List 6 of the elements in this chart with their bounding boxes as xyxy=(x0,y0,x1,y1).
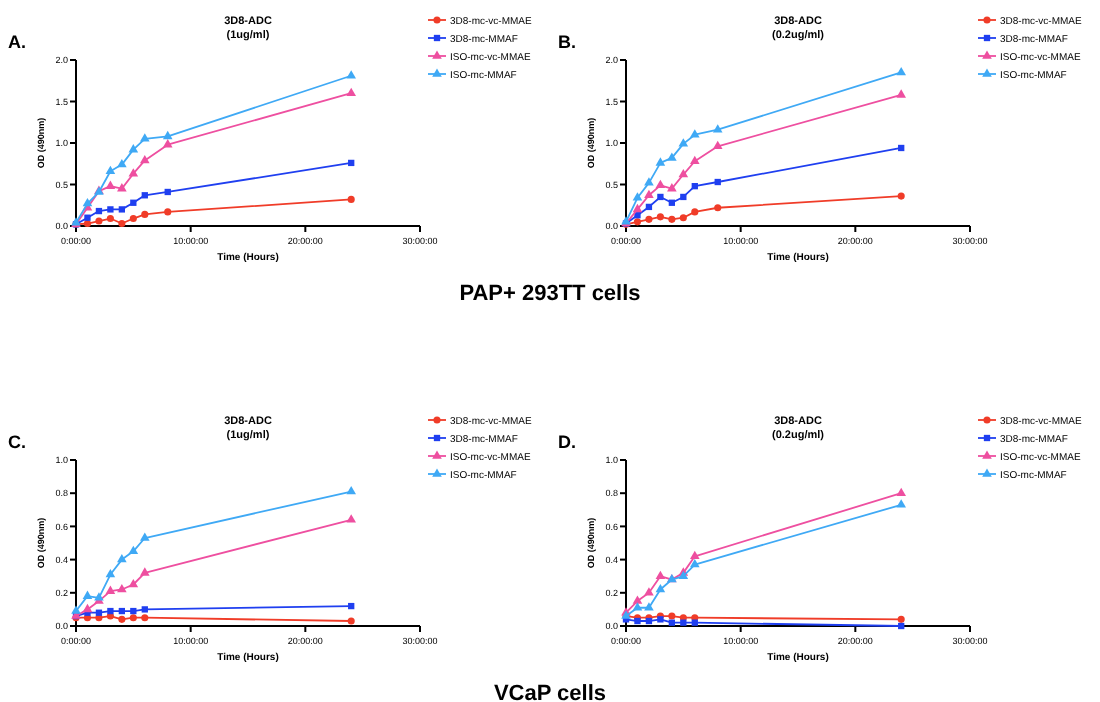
text: C. xyxy=(8,432,26,452)
text: A. xyxy=(8,32,26,52)
text: B. xyxy=(558,32,576,52)
text: VCaP cells xyxy=(493,682,607,702)
text: D. xyxy=(558,432,576,452)
text: PAP+ 293TT cells xyxy=(459,282,641,306)
